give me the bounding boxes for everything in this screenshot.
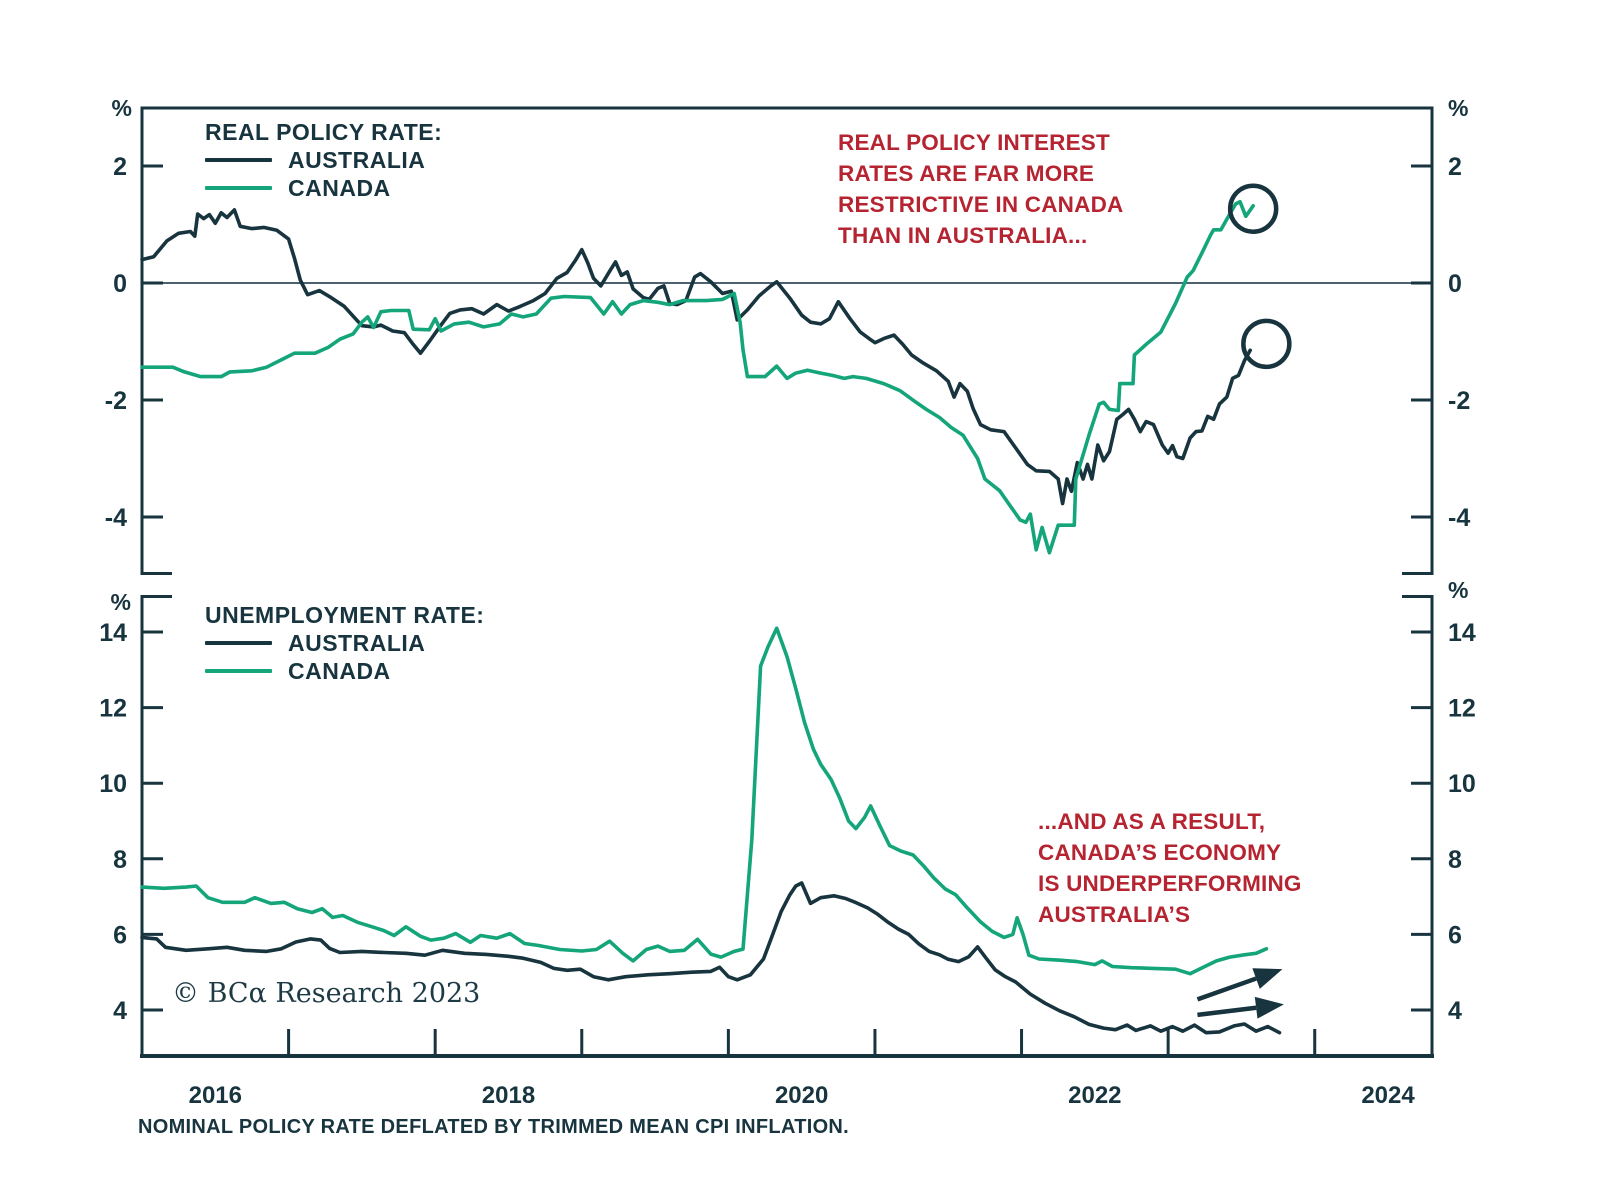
australia-line-policy-rate	[140, 208, 1252, 506]
y-tick-label-right: 8	[1448, 846, 1462, 874]
top-legend-row-canada: CANADA	[205, 174, 442, 202]
x-axis-year-label: 2024	[1361, 1082, 1415, 1109]
canada-legend-label: CANADA	[288, 657, 391, 684]
annotation-line: ...AND AS A RESULT,	[1038, 809, 1266, 834]
x-axis-year-label: 2018	[482, 1082, 535, 1109]
annotation-line: REAL POLICY INTEREST	[838, 130, 1110, 155]
footnote: NOMINAL POLICY RATE DEFLATED BY TRIMMED …	[138, 1116, 850, 1138]
annotation-line: IS UNDERPERFORMING	[1038, 871, 1302, 896]
y-tick-label-left: -4	[105, 504, 127, 532]
annotation-line: AUSTRALIA’S	[1038, 902, 1191, 927]
y-tick-label-right: 14	[1448, 619, 1476, 647]
annotation-line: CANADA’S ECONOMY	[1038, 840, 1282, 865]
x-axis-year-label: 2016	[189, 1082, 242, 1109]
top-legend-row-australia: AUSTRALIA	[205, 146, 442, 174]
lower-trend-arrow-shaft	[1197, 1005, 1257, 1018]
australia-legend-label: AUSTRALIA	[288, 146, 426, 173]
australia-endpoint-circle	[1241, 318, 1292, 370]
y-tick-label-left: 10	[99, 770, 127, 798]
y-tick-label-right: 6	[1448, 921, 1462, 949]
australia-line-unemployment	[140, 881, 1282, 1035]
australia-line-swatch	[205, 641, 272, 645]
bottom-legend: UNEMPLOYMENT RATE: AUSTRALIA CANADA	[205, 601, 484, 685]
y-tick-label-left: 6	[113, 921, 127, 949]
x-axis-year-label: 2022	[1068, 1082, 1121, 1109]
top-legend-title: REAL POLICY RATE:	[205, 119, 443, 145]
canada-line-unemployment	[140, 626, 1269, 976]
canada-endpoint-circle	[1227, 183, 1279, 234]
lower-trend-arrow-head	[1254, 996, 1284, 1019]
percent-label-bottom-left: %	[111, 589, 131, 615]
bottom-legend-row-canada: CANADA	[205, 657, 484, 685]
y-tick-label-left: 14	[99, 619, 127, 647]
percent-label-bottom-right: %	[1448, 577, 1468, 603]
y-tick-label-left: 2	[113, 153, 127, 181]
canada-line-swatch	[205, 186, 272, 190]
annotation-line: RATES ARE FAR MORE	[838, 161, 1095, 186]
percent-label-top-left: %	[112, 95, 132, 121]
upper-trend-arrow-shaft	[1196, 976, 1257, 1002]
annotation-line: RESTRICTIVE IN CANADA	[838, 192, 1124, 217]
australia-legend-label: AUSTRALIA	[288, 629, 426, 656]
y-tick-label-left: 4	[113, 997, 127, 1025]
y-tick-label-left: 8	[113, 846, 127, 874]
y-tick-label-left: 12	[99, 695, 127, 723]
y-tick-label-right: -4	[1448, 504, 1470, 532]
canada-legend-label: CANADA	[288, 174, 391, 201]
y-tick-label-right: 12	[1448, 695, 1476, 723]
bottom-legend-row-australia: AUSTRALIA	[205, 629, 484, 657]
copyright-notice: © BCα Research 2023	[172, 978, 481, 1009]
bottom-red-annotation: ...AND AS A RESULT, CANADA’S ECONOMY IS …	[1038, 806, 1302, 930]
top-legend: REAL POLICY RATE: AUSTRALIA CANADA	[205, 118, 442, 202]
canada-line-policy-rate	[140, 199, 1255, 555]
annotation-line: THAN IN AUSTRALIA...	[838, 223, 1088, 248]
y-tick-label-right: 4	[1448, 997, 1462, 1025]
bottom-legend-title: UNEMPLOYMENT RATE:	[205, 602, 485, 628]
top-red-annotation: REAL POLICY INTEREST RATES ARE FAR MORE …	[838, 127, 1123, 251]
y-tick-label-right: 10	[1448, 770, 1476, 798]
y-tick-label-right: -2	[1448, 387, 1470, 415]
x-axis-year-label: 2020	[775, 1082, 828, 1109]
percent-label-top-right: %	[1448, 95, 1468, 121]
y-tick-label-right: 0	[1448, 270, 1462, 298]
upper-trend-arrow-head	[1252, 968, 1283, 989]
y-tick-label-left: 0	[113, 270, 127, 298]
y-tick-label-right: 2	[1448, 153, 1462, 181]
australia-line-swatch	[205, 158, 272, 162]
canada-line-swatch	[205, 669, 272, 673]
y-tick-label-left: -2	[105, 387, 127, 415]
